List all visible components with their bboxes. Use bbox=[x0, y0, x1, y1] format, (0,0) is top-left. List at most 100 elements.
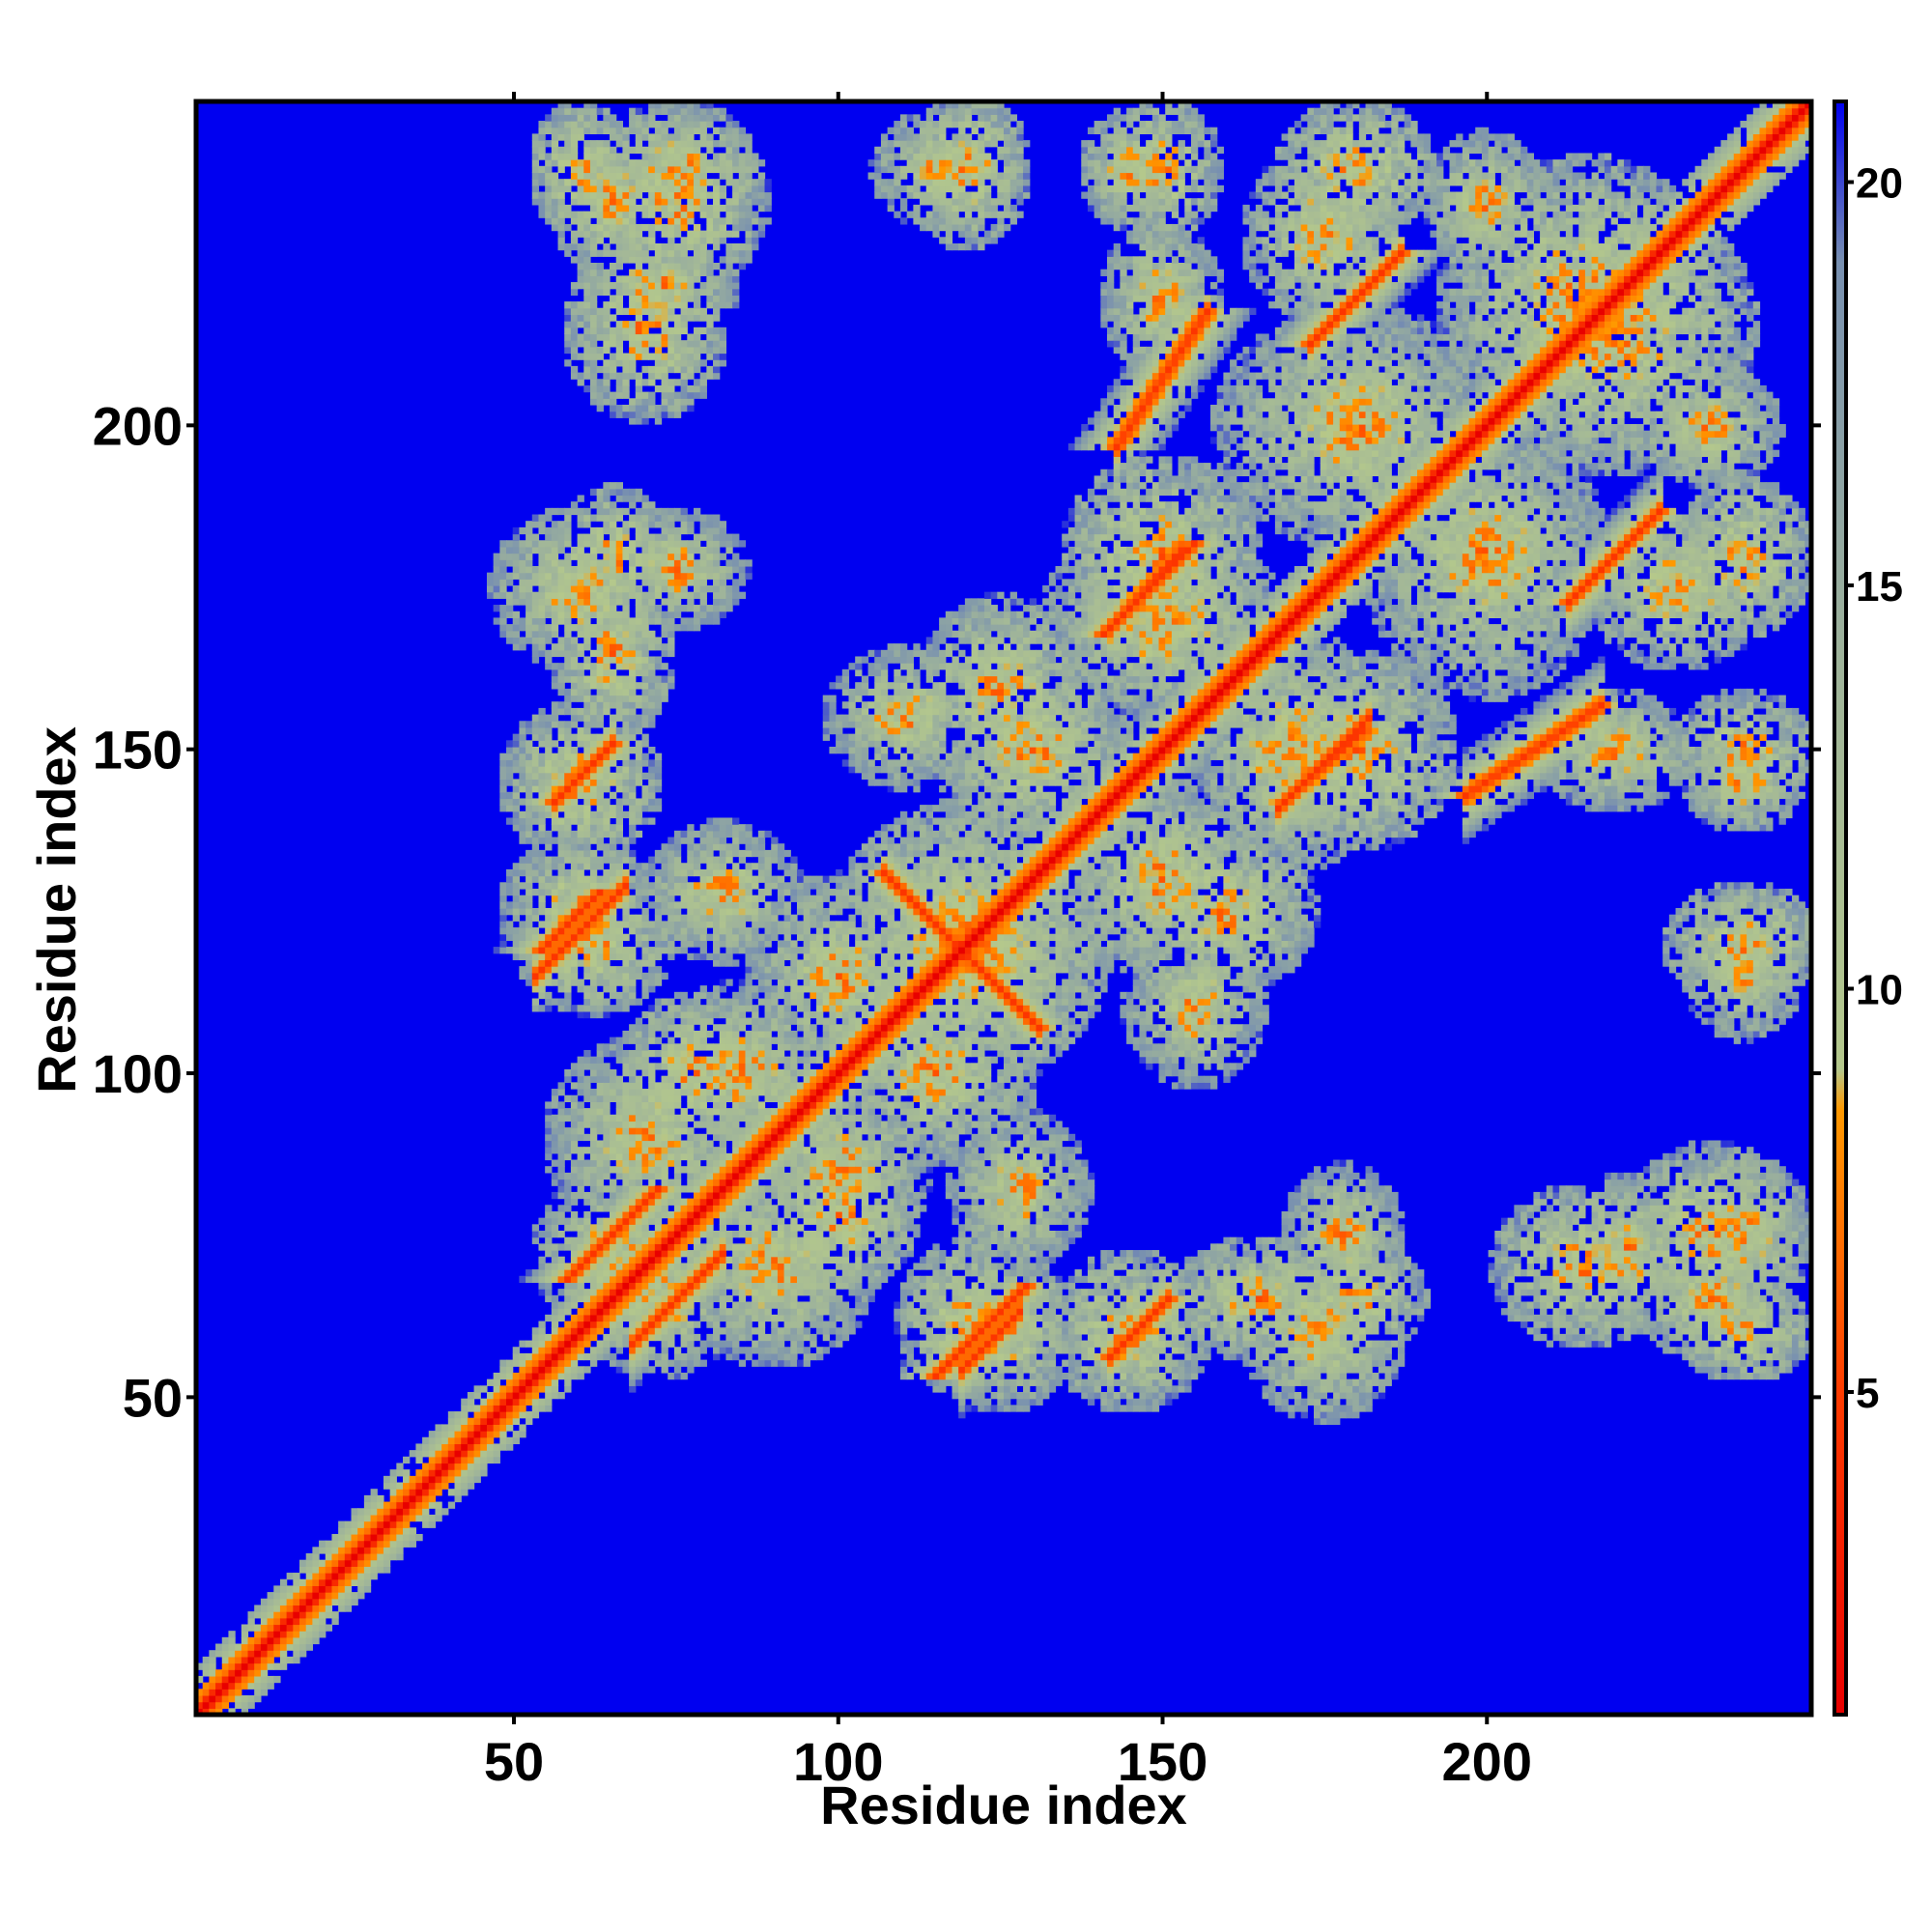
heatmap-cell bbox=[558, 927, 565, 934]
heatmap-cell bbox=[499, 895, 506, 902]
heatmap-cell bbox=[519, 598, 526, 605]
heatmap-cell bbox=[564, 611, 571, 618]
heatmap-cell bbox=[538, 953, 545, 960]
heatmap-cell bbox=[506, 605, 513, 611]
heatmap-cell bbox=[578, 1269, 584, 1276]
heatmap-cell bbox=[571, 121, 578, 128]
heatmap-cell bbox=[526, 882, 532, 889]
heatmap-cell bbox=[480, 1405, 487, 1411]
heatmap-cell bbox=[552, 1360, 558, 1367]
heatmap-cell bbox=[235, 1669, 242, 1676]
heatmap-cell bbox=[571, 1121, 578, 1127]
heatmap-cell bbox=[215, 1695, 222, 1702]
heatmap-cell bbox=[552, 1276, 558, 1283]
heatmap-cell bbox=[578, 792, 584, 799]
heatmap-cell bbox=[558, 773, 565, 780]
heatmap-cell bbox=[410, 1483, 416, 1490]
heatmap-cell bbox=[513, 592, 520, 599]
heatmap-cell bbox=[319, 1547, 326, 1553]
heatmap-cell bbox=[532, 759, 539, 766]
heatmap-cell bbox=[364, 1585, 371, 1592]
heatmap-cell bbox=[273, 1644, 280, 1651]
heatmap-cell bbox=[441, 1483, 448, 1490]
heatmap-cell bbox=[564, 1282, 571, 1289]
heatmap-cell bbox=[526, 617, 532, 624]
heatmap-cell bbox=[506, 747, 513, 753]
heatmap-cell bbox=[538, 959, 545, 966]
heatmap-cell bbox=[513, 1373, 520, 1379]
heatmap-cell bbox=[396, 1553, 403, 1560]
heatmap-cell bbox=[261, 1650, 268, 1657]
heatmap-cell bbox=[571, 1366, 578, 1373]
heatmap-cell bbox=[228, 1695, 235, 1702]
heatmap-cell bbox=[487, 579, 494, 585]
heatmap-cell bbox=[578, 1101, 584, 1108]
heatmap-cell bbox=[519, 1276, 526, 1283]
heatmap-cell bbox=[268, 1605, 274, 1611]
heatmap-cell bbox=[415, 1483, 422, 1490]
heatmap-cell bbox=[558, 1366, 565, 1373]
heatmap-cell bbox=[558, 973, 565, 980]
heatmap-cell bbox=[306, 1631, 313, 1637]
heatmap-cell bbox=[552, 179, 558, 185]
heatmap-cell bbox=[545, 205, 552, 212]
heatmap-cell bbox=[526, 857, 532, 864]
heatmap-cell bbox=[357, 1521, 364, 1528]
heatmap-cell bbox=[526, 740, 532, 747]
heatmap-cell bbox=[558, 153, 565, 159]
heatmap-cell bbox=[545, 1392, 552, 1399]
heatmap-cell bbox=[558, 1211, 565, 1218]
heatmap-cell bbox=[571, 1224, 578, 1231]
heatmap-cell bbox=[558, 198, 565, 205]
heatmap-cell bbox=[545, 715, 552, 722]
heatmap-cell bbox=[538, 882, 545, 889]
heatmap-cell bbox=[513, 1347, 520, 1353]
heatmap-cell bbox=[519, 727, 526, 734]
heatmap-cell bbox=[273, 1624, 280, 1631]
heatmap-cell bbox=[506, 1379, 513, 1386]
heatmap-cell bbox=[468, 1418, 474, 1425]
heatmap-cell bbox=[441, 1457, 448, 1463]
heatmap-cell bbox=[571, 869, 578, 876]
heatmap-cell bbox=[532, 592, 539, 599]
heatmap-cell bbox=[545, 869, 552, 876]
heatmap-cell bbox=[474, 1418, 481, 1425]
heatmap-cell bbox=[532, 1276, 539, 1283]
heatmap-cell bbox=[474, 1385, 481, 1392]
heatmap-cell bbox=[545, 1295, 552, 1302]
heatmap-cell bbox=[552, 585, 558, 592]
heatmap-cell bbox=[564, 1173, 571, 1179]
heatmap-cell bbox=[338, 1521, 345, 1528]
heatmap-cell bbox=[552, 1385, 558, 1392]
heatmap-cell bbox=[538, 624, 545, 631]
heatmap-cell bbox=[558, 605, 565, 611]
heatmap-cell bbox=[564, 992, 571, 999]
heatmap-cell bbox=[558, 857, 565, 864]
heatmap-cell bbox=[494, 1373, 500, 1379]
heatmap-cell bbox=[571, 850, 578, 857]
heatmap-cell bbox=[273, 1592, 280, 1599]
heatmap-cell bbox=[357, 1585, 364, 1592]
heatmap-cell bbox=[326, 1560, 332, 1567]
heatmap-cell bbox=[345, 1560, 352, 1567]
heatmap-cell bbox=[578, 876, 584, 883]
heatmap-cell bbox=[403, 1469, 410, 1476]
heatmap-cell bbox=[552, 153, 558, 159]
heatmap-cell bbox=[552, 1231, 558, 1237]
heatmap-cell bbox=[538, 554, 545, 560]
heatmap-cell bbox=[499, 1418, 506, 1425]
heatmap-cell bbox=[545, 1243, 552, 1250]
heatmap-cell bbox=[564, 1218, 571, 1225]
heatmap-cell bbox=[538, 966, 545, 973]
heatmap-cell bbox=[499, 779, 506, 785]
heatmap-cell bbox=[558, 1257, 565, 1264]
heatmap-cell bbox=[558, 805, 565, 811]
heatmap-cell bbox=[506, 901, 513, 908]
heatmap-cell bbox=[545, 554, 552, 560]
heatmap-cell bbox=[345, 1579, 352, 1586]
heatmap-cell bbox=[564, 1327, 571, 1334]
heatmap-cell bbox=[545, 624, 552, 631]
heatmap-cell bbox=[526, 966, 532, 973]
heatmap-cell bbox=[429, 1443, 436, 1450]
heatmap-cell bbox=[558, 921, 565, 927]
